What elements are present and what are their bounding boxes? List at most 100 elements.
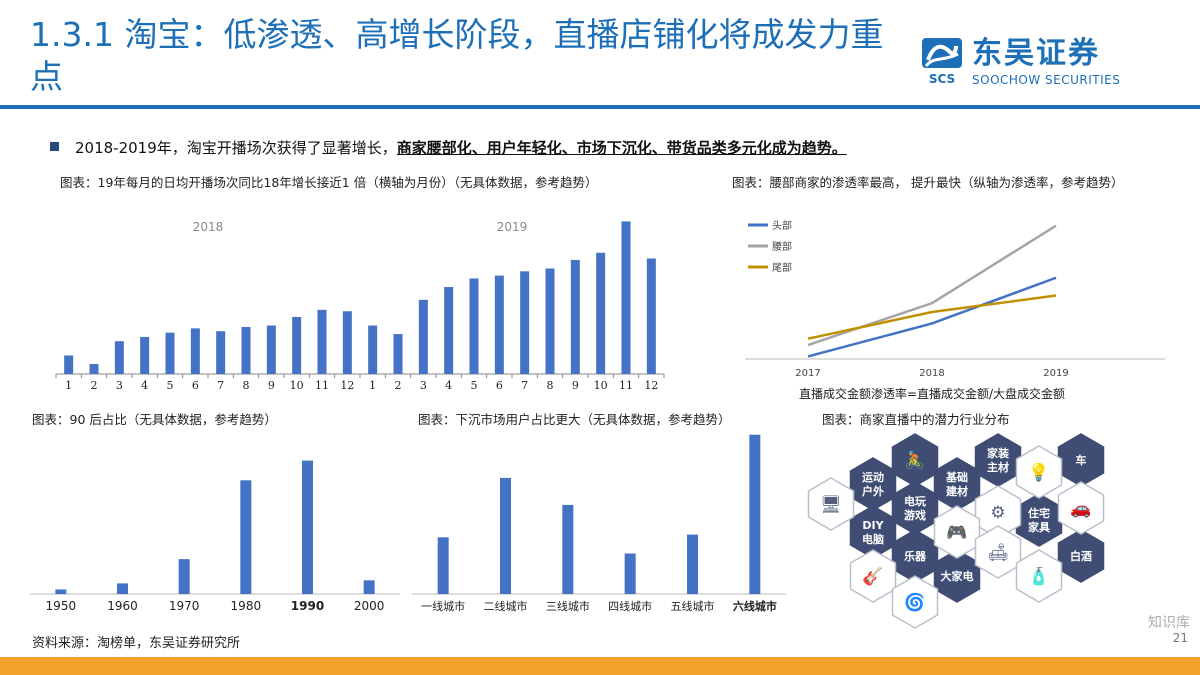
bar	[749, 434, 761, 594]
bar	[241, 326, 251, 374]
x-tick-label: 三线城市	[546, 599, 590, 613]
x-tick-label: 9	[268, 379, 275, 392]
hex-label: 主材	[987, 460, 1009, 474]
bar	[437, 537, 449, 594]
hex-cell	[891, 481, 939, 535]
bar	[89, 364, 99, 374]
x-tick-label: 2017	[795, 368, 820, 379]
bar	[190, 328, 200, 374]
bar	[444, 287, 454, 374]
x-tick-label: 12	[644, 379, 658, 392]
x-tick-label: 1	[65, 379, 72, 392]
x-tick-label: 1980	[231, 599, 262, 613]
page-title: 1.3.1 淘宝：低渗透、高增长阶段，直播店铺化将成发力重点	[30, 15, 884, 96]
chart2-caption: 图表：腰部商家的渗透率最高， 提升最快（纵轴为渗透率，参考趋势）	[732, 175, 1124, 190]
hex-label: 白酒	[1070, 549, 1092, 563]
year-group-label: 2019	[497, 220, 528, 234]
bar	[64, 355, 74, 374]
bar	[317, 309, 327, 374]
hex-label: DIY	[862, 519, 884, 532]
hex-cell	[849, 457, 897, 511]
chart4-caption: 图表：下沉市场用户占比更大（无具体数据，参考趋势）	[418, 412, 731, 427]
x-tick-label: 六线城市	[733, 599, 777, 613]
bar	[140, 336, 150, 374]
x-axis-title: 直播成交金额渗透率=直播成交金额/大盘成交金额	[799, 386, 1065, 401]
bar	[520, 271, 530, 374]
bar	[596, 252, 606, 374]
x-tick-label: 2	[395, 379, 402, 392]
x-tick-label: 五线城市	[671, 599, 715, 613]
source-note: 资料来源：淘榜单，东吴证券研究所	[32, 636, 241, 651]
monitor-icon: 🖥	[820, 495, 842, 515]
bar	[393, 334, 403, 374]
bar	[363, 580, 375, 594]
hex-label: 家装	[987, 446, 1009, 460]
company-logo: SCS 东吴证券 SOOCHOW SECURITIES	[920, 36, 1140, 92]
x-tick-label: 2000	[354, 599, 385, 613]
bar	[165, 332, 175, 374]
bar	[500, 477, 511, 594]
gamepad-icon: 🎮	[946, 523, 967, 543]
hex-cell	[1057, 481, 1105, 535]
bar	[418, 299, 428, 374]
bullet-text: 2018-2019年，淘宝开播场次获得了显著增长，	[75, 139, 397, 157]
x-tick-label: 10	[594, 379, 608, 392]
page-number: 21	[1172, 631, 1188, 645]
series-line	[807, 276, 1057, 358]
bar	[266, 325, 276, 374]
bar	[178, 559, 190, 594]
summary-bullet: 2018-2019年，淘宝开播场次获得了显著增长，商家腰部化、用户年轻化、市场下…	[50, 137, 847, 158]
hex-label: 家具	[1028, 520, 1050, 534]
bottle-icon: 🧴	[1028, 566, 1049, 587]
x-tick-label: 10	[290, 379, 304, 392]
x-tick-label: 1970	[169, 599, 200, 613]
bar	[687, 534, 698, 594]
hex-label: 电脑	[862, 532, 884, 546]
bar	[114, 341, 124, 374]
x-tick-label: 6	[192, 379, 199, 392]
x-tick-label: 一线城市	[421, 599, 465, 613]
x-tick-label: 2	[91, 379, 98, 392]
hex-cell	[974, 433, 1022, 487]
chart3-caption: 图表：90 后占比（无具体数据，参考趋势）	[32, 412, 277, 427]
washer-icon: 🌀	[904, 592, 925, 613]
x-tick-label: 8	[547, 379, 554, 392]
series-line	[807, 224, 1057, 347]
x-tick-label: 11	[619, 379, 633, 392]
car-wash-icon: 🚗	[1070, 499, 1091, 519]
hex-cell	[1015, 493, 1063, 547]
bar	[117, 583, 128, 594]
bar	[342, 311, 352, 374]
bar	[292, 316, 302, 374]
hex-cell	[933, 457, 981, 511]
bar	[570, 259, 580, 374]
series-line	[807, 294, 1057, 340]
sofa-icon: 🛋	[987, 543, 1009, 563]
legend-label: 尾部	[772, 261, 792, 274]
hex-cell	[891, 433, 939, 487]
bar	[646, 258, 656, 374]
hex-label: 基础	[945, 470, 968, 484]
bar	[240, 480, 252, 594]
x-tick-label: 7	[217, 379, 224, 392]
x-tick-label: 3	[420, 379, 427, 392]
hex-label: 户外	[862, 484, 884, 498]
hex-label: 电玩	[904, 494, 926, 508]
hex-cell	[1015, 445, 1063, 499]
bar	[562, 504, 574, 594]
header-divider	[0, 105, 1200, 109]
legend-label: 头部	[772, 219, 792, 232]
chart5-caption: 图表：商家直播中的潜力行业分布	[822, 412, 1010, 427]
hex-label: 车	[1076, 453, 1087, 467]
hex-label: 乐器	[904, 549, 927, 563]
guitar-icon: 🎸	[862, 566, 883, 587]
hex-label: 大家电	[941, 569, 974, 583]
hex-label: 游戏	[904, 508, 926, 522]
x-tick-label: 12	[340, 379, 354, 392]
hex-cell	[1015, 549, 1063, 603]
hex-cell	[1057, 529, 1105, 583]
x-tick-label: 2018	[919, 368, 944, 379]
